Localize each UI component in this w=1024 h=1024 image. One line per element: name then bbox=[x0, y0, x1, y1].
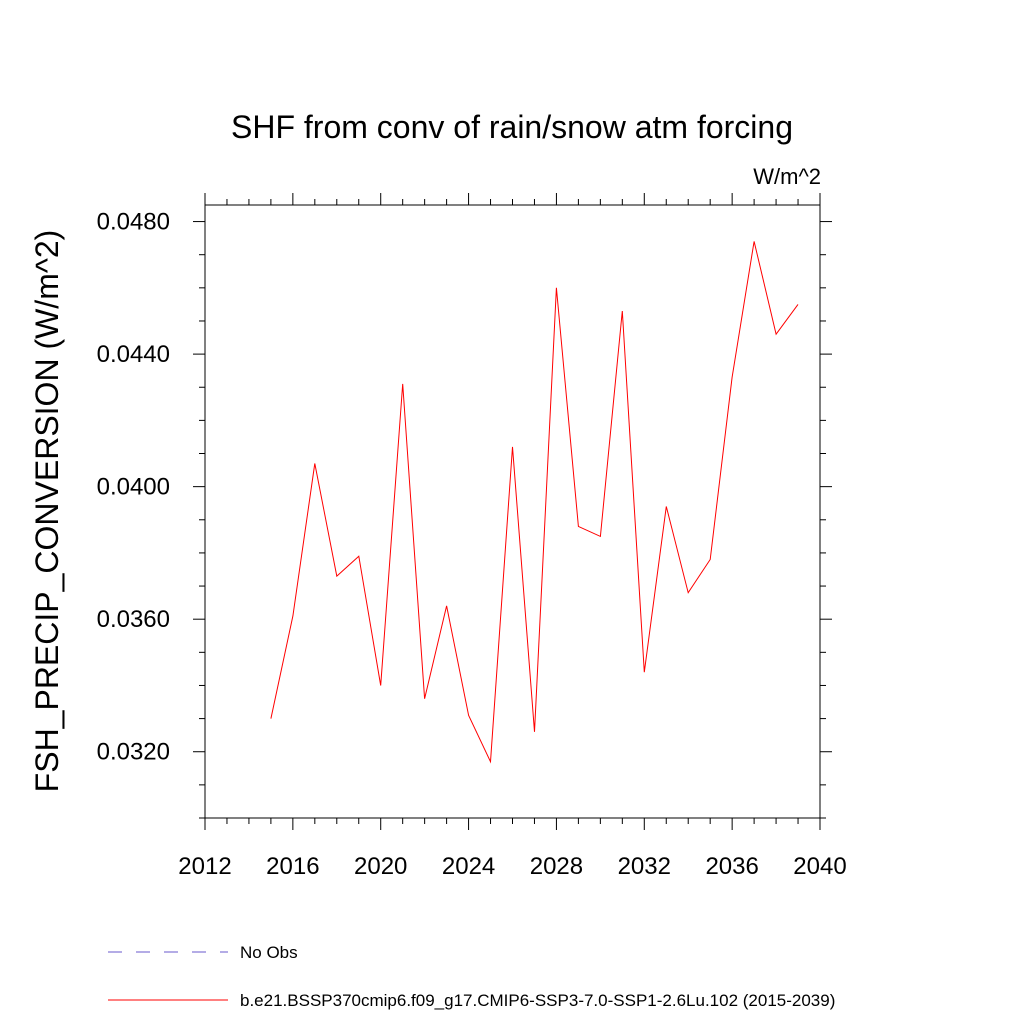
series-line bbox=[270, 241, 799, 764]
plot-frame bbox=[204, 204, 821, 819]
y-tick-label: 0.0320 bbox=[97, 739, 170, 766]
y-axis-label: FSH_PRECIP_CONVERSION (W/m^2) bbox=[29, 230, 65, 793]
y-tick-label: 0.0360 bbox=[97, 606, 170, 633]
y-tick-label: 0.0440 bbox=[97, 341, 170, 368]
x-tick-label: 2040 bbox=[793, 853, 846, 880]
legend-label: b.e21.BSSP370cmip6.f09_g17.CMIP6-SSP3-7.… bbox=[240, 991, 835, 1010]
x-tick-label: 2036 bbox=[705, 853, 758, 880]
x-tick-label: 2012 bbox=[178, 853, 231, 880]
units-label: W/m^2 bbox=[753, 164, 821, 189]
legend: No Obs b.e21.BSSP370cmip6.f09_g17.CMIP6-S… bbox=[108, 943, 835, 1010]
y-tick-label: 0.0400 bbox=[97, 474, 170, 501]
legend-label: No Obs bbox=[240, 943, 298, 962]
x-tick-label: 2028 bbox=[530, 853, 583, 880]
chart-title: SHF from conv of rain/snow atm forcing bbox=[231, 109, 793, 145]
y-tick-label: 0.0480 bbox=[97, 209, 170, 236]
axis-ticks bbox=[193, 193, 832, 830]
x-tick-label: 2024 bbox=[442, 853, 495, 880]
axis-tick-labels: 2012 2016 2020 2024 2028 2032 2036 2040 0.0320 0.… bbox=[97, 209, 847, 880]
x-tick-label: 2016 bbox=[266, 853, 319, 880]
x-tick-label: 2020 bbox=[354, 853, 407, 880]
x-tick-label: 2032 bbox=[618, 853, 671, 880]
series-lines bbox=[270, 241, 799, 764]
